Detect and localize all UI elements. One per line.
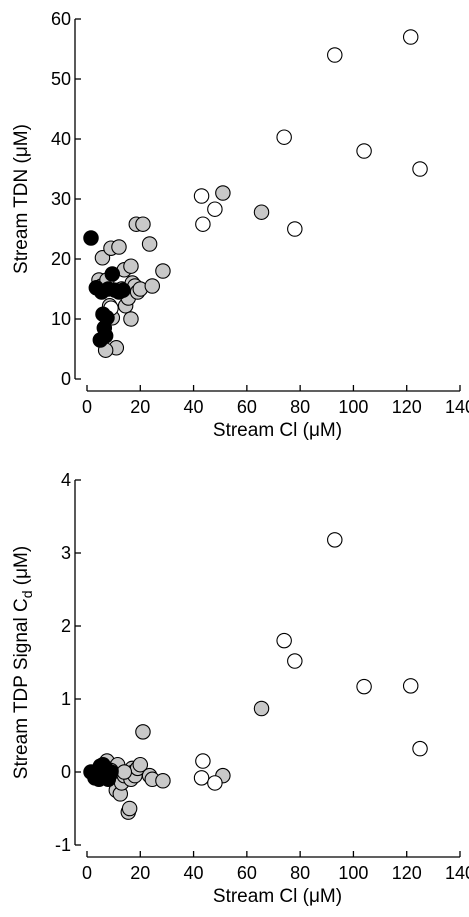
y-tick-label: 60 <box>51 9 71 29</box>
data-point <box>92 758 109 774</box>
data-point <box>104 266 121 282</box>
x-axis-label: Stream Cl (μM) <box>213 420 342 441</box>
y-tick-label: -1 <box>55 835 71 855</box>
data-point <box>99 310 115 326</box>
x-tick-label: 120 <box>392 397 422 417</box>
data-point <box>287 221 303 237</box>
data-point <box>287 653 303 669</box>
data-point <box>135 724 151 740</box>
y-axis-label: Stream TDN (μM) <box>11 124 32 274</box>
data-point <box>193 188 210 204</box>
data-point <box>123 311 139 327</box>
y-tick-label: 10 <box>51 309 71 329</box>
data-point <box>207 201 223 217</box>
data-point <box>412 740 428 757</box>
data-point <box>195 753 211 769</box>
data-point <box>356 143 372 159</box>
x-tick-label: 100 <box>338 863 368 883</box>
x-tick-label: 20 <box>130 397 150 417</box>
data-point <box>111 239 127 255</box>
data-point <box>215 185 231 201</box>
data-point <box>276 129 292 145</box>
data-point <box>83 230 99 246</box>
y-tick-label: 2 <box>61 616 71 636</box>
y-tick-label: 0 <box>61 369 71 389</box>
y-tick-label: 30 <box>51 189 71 209</box>
y-tick-label: 20 <box>51 249 71 269</box>
x-tick-label: 60 <box>237 397 257 417</box>
x-tick-label: 140 <box>445 397 469 417</box>
data-point <box>155 773 171 789</box>
data-point <box>207 775 223 791</box>
data-point <box>195 216 211 232</box>
y-axis-label: Stream TDP Signal Cd (μM) <box>11 546 35 779</box>
x-tick-label: 40 <box>184 863 204 883</box>
x-tick-label: 0 <box>82 863 92 883</box>
data-point <box>141 236 158 252</box>
data-point <box>402 29 419 45</box>
y-tick-label: 4 <box>61 470 71 490</box>
data-point <box>144 278 161 294</box>
x-tick-label: 0 <box>82 397 92 417</box>
x-tick-label: 120 <box>392 863 422 883</box>
data-point <box>132 756 149 773</box>
tdp-scatter-chart: 0 20 40 60 80 100 120 140 -1 0 1 2 3 4 Stream Cl (μM) S… <box>11 470 469 907</box>
data-point <box>327 532 343 548</box>
data-point <box>115 282 131 298</box>
data-point <box>121 800 138 817</box>
data-point <box>97 328 114 344</box>
x-tick-label: 100 <box>338 397 368 417</box>
data-point <box>193 770 210 786</box>
y-tick-label: 1 <box>61 689 71 709</box>
data-point <box>412 161 428 177</box>
x-tick-label: 40 <box>184 397 204 417</box>
x-tick-label: 80 <box>290 397 310 417</box>
data-point <box>356 678 372 695</box>
x-tick-label: 140 <box>445 863 469 883</box>
data-point <box>253 204 270 220</box>
x-tick-label: 80 <box>290 863 310 883</box>
data-point <box>116 764 133 780</box>
tdn-scatter-chart: 0 20 40 60 80 100 120 140 0 10 20 30 40 50 60 Stream Cl… <box>11 9 469 441</box>
data-point <box>402 678 419 694</box>
x-tick-label: 60 <box>237 863 257 883</box>
data-point <box>123 258 139 274</box>
y-tick-label: 40 <box>51 129 71 149</box>
data-point <box>327 47 343 63</box>
y-tick-label: 0 <box>61 762 71 782</box>
x-tick-label: 20 <box>130 863 150 883</box>
data-point <box>253 700 270 717</box>
data-point <box>94 250 111 266</box>
y-tick-label: 50 <box>51 69 71 89</box>
data-point <box>276 632 292 649</box>
y-tick-label: 3 <box>61 543 71 563</box>
data-point <box>155 263 171 279</box>
data-point <box>135 216 151 232</box>
x-axis-label: Stream Cl (μM) <box>213 886 342 907</box>
